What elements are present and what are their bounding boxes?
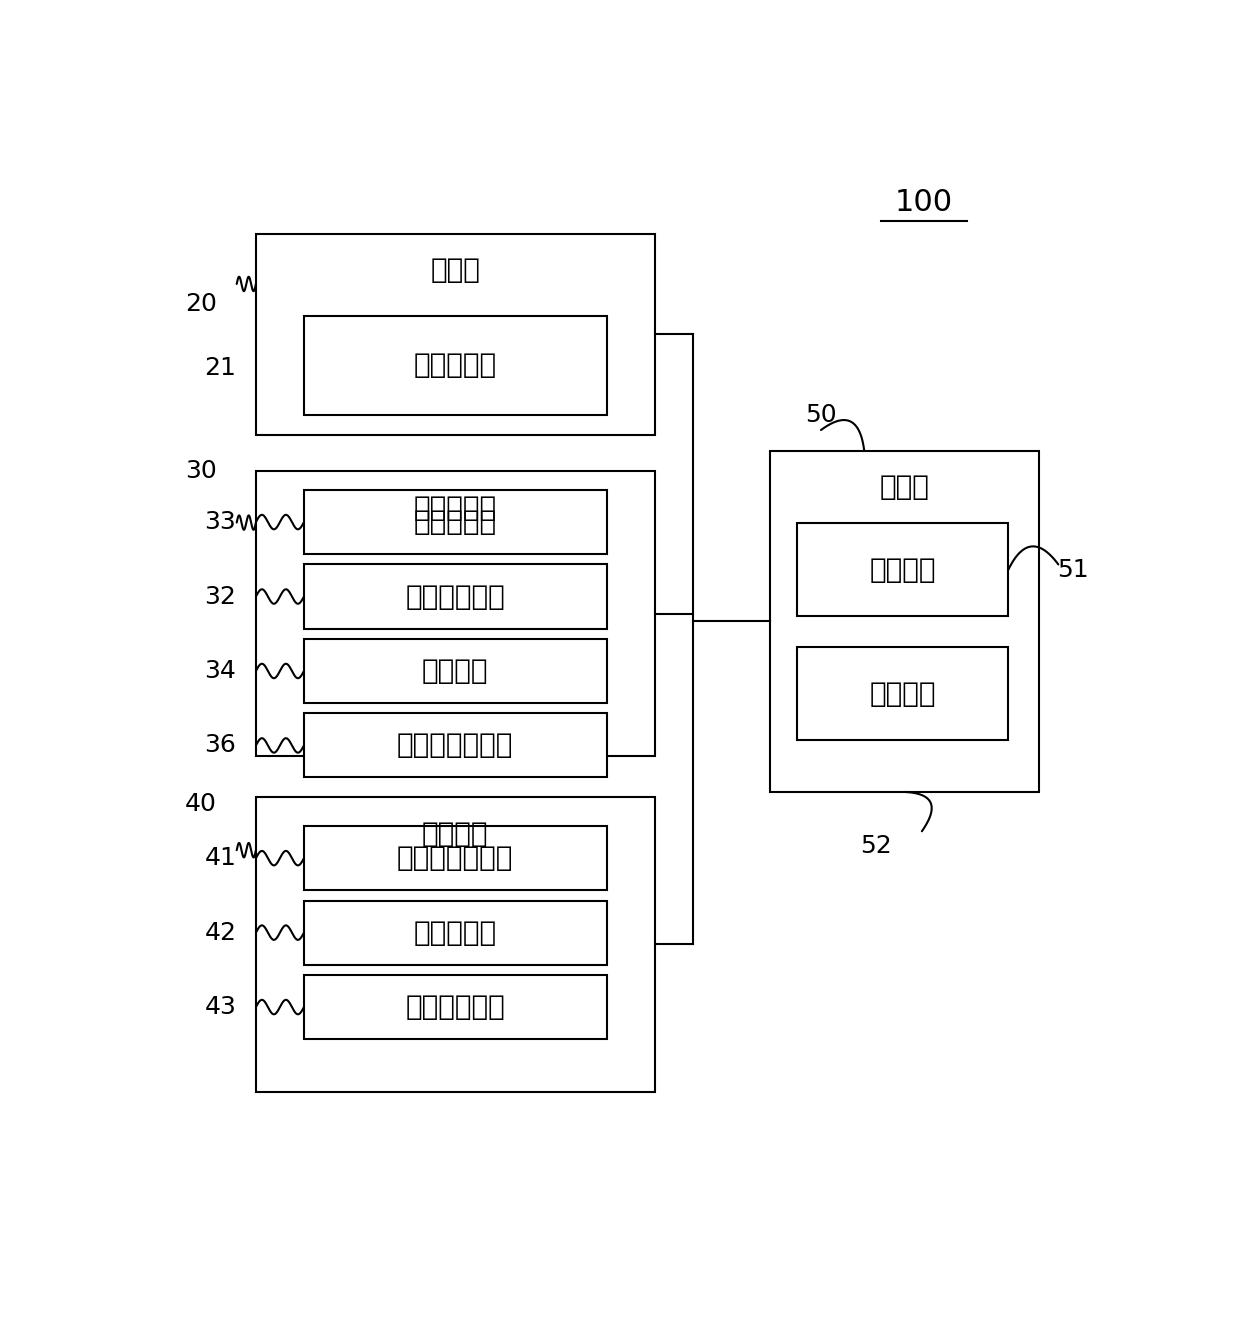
Text: 闪灯参数撕取器: 闪灯参数撕取器 <box>397 732 513 759</box>
Text: 36: 36 <box>205 733 237 757</box>
Text: 处理单元: 处理单元 <box>869 556 936 584</box>
Text: 运算器: 运算器 <box>879 474 930 501</box>
Text: 42: 42 <box>205 920 237 944</box>
Text: 离机闪触发器: 离机闪触发器 <box>405 992 505 1021</box>
Bar <box>304 901 606 964</box>
Text: 40: 40 <box>185 792 217 817</box>
Bar <box>304 826 606 890</box>
Bar <box>255 798 655 1092</box>
Bar <box>797 524 1008 616</box>
Text: 处理单元: 处理单元 <box>422 657 489 685</box>
Text: 21: 21 <box>205 356 237 380</box>
Bar <box>304 639 606 702</box>
Text: 51: 51 <box>1056 557 1089 582</box>
Bar <box>255 471 655 756</box>
Bar <box>797 647 1008 740</box>
Text: 34: 34 <box>205 659 237 684</box>
Text: 摄像装置: 摄像装置 <box>422 819 489 847</box>
Text: 第一定位器: 第一定位器 <box>414 352 497 379</box>
Text: 41: 41 <box>205 846 237 870</box>
Text: 100: 100 <box>895 188 952 218</box>
Text: 多轴飞行器: 多轴飞行器 <box>414 494 497 522</box>
Text: 第二定位器: 第二定位器 <box>414 508 497 536</box>
Text: 33: 33 <box>205 510 237 535</box>
Bar <box>304 975 606 1039</box>
Text: 50: 50 <box>805 403 837 427</box>
Bar <box>255 234 655 435</box>
Text: 30: 30 <box>185 459 217 483</box>
Text: 相机参数撕取器: 相机参数撕取器 <box>397 845 513 872</box>
Bar <box>304 490 606 555</box>
Bar <box>304 713 606 778</box>
Text: 第三定位器: 第三定位器 <box>414 919 497 947</box>
Text: 被摄体: 被摄体 <box>430 257 480 285</box>
Bar <box>304 564 606 629</box>
Text: 20: 20 <box>185 291 217 316</box>
Text: 离机闪接收器: 离机闪接收器 <box>405 583 505 611</box>
Bar <box>770 451 1039 792</box>
Text: 52: 52 <box>859 834 892 858</box>
Bar <box>304 317 606 415</box>
Text: 43: 43 <box>205 995 237 1019</box>
Text: 32: 32 <box>205 584 237 608</box>
Text: 储存单元: 储存单元 <box>869 680 936 708</box>
